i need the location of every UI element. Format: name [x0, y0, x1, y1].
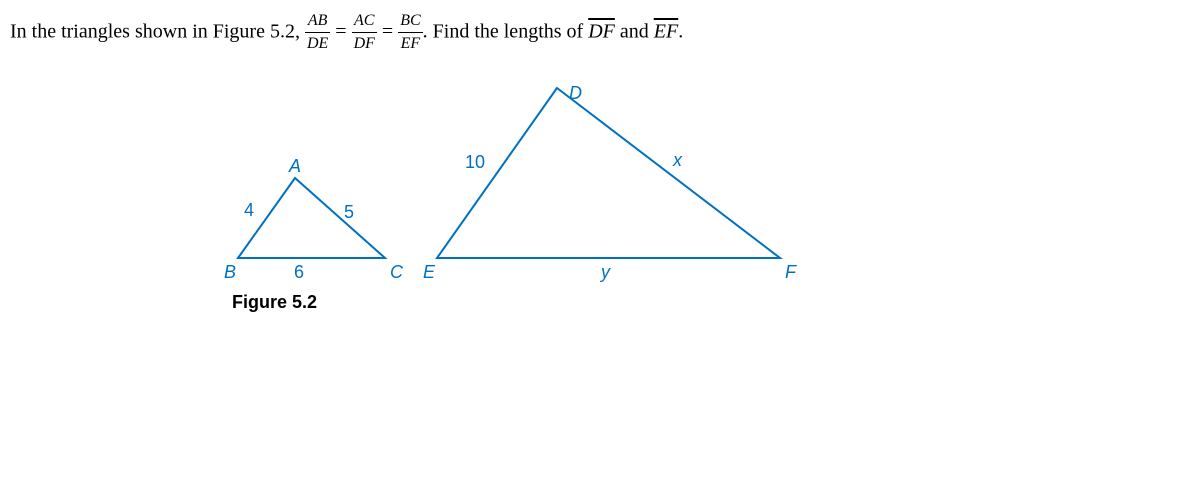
side-de-label: 10	[465, 152, 485, 172]
frac-num: AC	[352, 10, 377, 33]
text-rest: Find the lengths of	[433, 20, 589, 42]
side-ac-label: 5	[344, 202, 354, 222]
period: .	[423, 20, 433, 42]
segment-df: DF	[588, 20, 615, 42]
vertex-f-label: F	[785, 262, 797, 282]
text-prefix: In the triangles shown in Figure 5.2,	[10, 20, 305, 42]
frac-den: EF	[398, 33, 422, 55]
problem-statement: In the triangles shown in Figure 5.2, AB…	[10, 10, 1190, 56]
text-end: .	[678, 20, 683, 42]
side-ab-label: 4	[244, 200, 254, 220]
triangle-def	[437, 88, 780, 258]
figure-caption: Figure 5.2	[232, 292, 1190, 313]
side-bc-label: 6	[294, 262, 304, 282]
vertex-a-label: A	[288, 156, 301, 176]
vertex-e-label: E	[423, 262, 436, 282]
frac-num: BC	[398, 10, 422, 33]
frac-den: DF	[352, 33, 377, 55]
vertex-c-label: C	[390, 262, 404, 282]
equals-2: =	[382, 20, 398, 42]
figure-container: A B C 4 5 6 D E F 10 x y Figure 5.2	[210, 86, 1190, 313]
text-and: and	[620, 20, 654, 42]
triangles-svg: A B C 4 5 6 D E F 10 x y	[210, 86, 810, 286]
frac-num: AB	[305, 10, 330, 33]
frac-den: DE	[305, 33, 330, 55]
triangle-abc	[238, 178, 385, 258]
side-df-label: x	[672, 150, 683, 170]
fraction-ac-df: AC DF	[352, 10, 377, 56]
fraction-bc-ef: BC EF	[398, 10, 422, 56]
fraction-ab-de: AB DE	[305, 10, 330, 56]
vertex-d-label: D	[569, 86, 582, 103]
side-ef-label: y	[599, 262, 611, 282]
equals-1: =	[335, 20, 351, 42]
segment-ef: EF	[654, 20, 678, 42]
vertex-b-label: B	[224, 262, 236, 282]
